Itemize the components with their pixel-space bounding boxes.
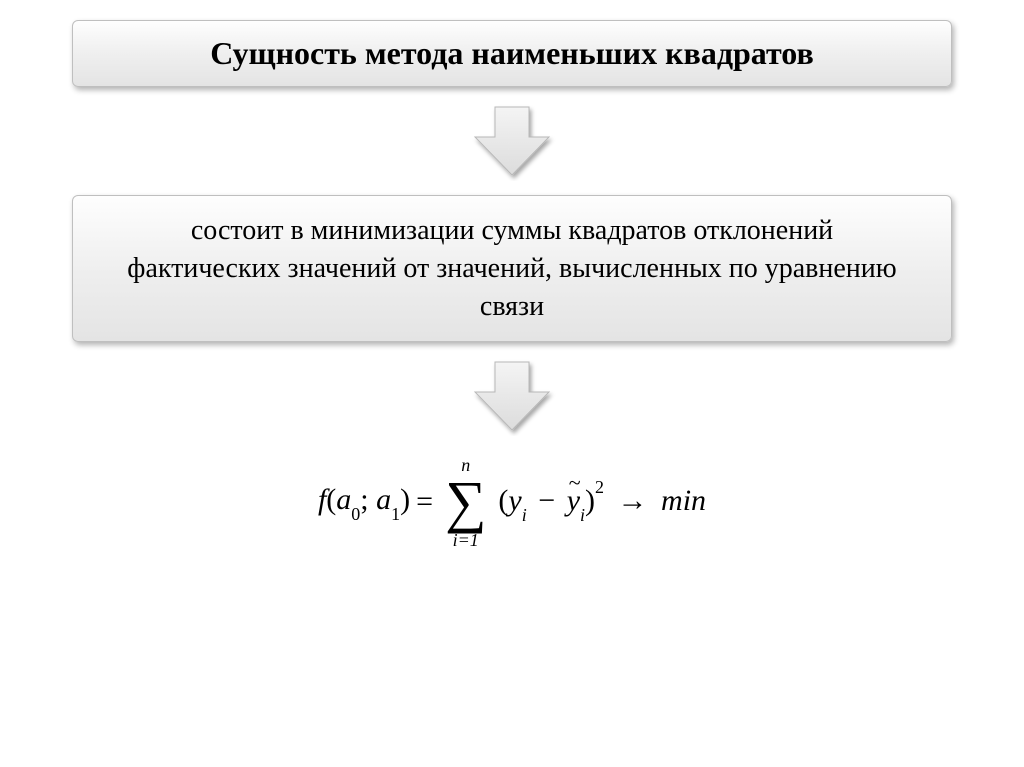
y-var: y — [508, 484, 521, 517]
minus: − — [538, 484, 555, 517]
description-box: состоит в минимизации суммы квадратов от… — [72, 195, 952, 342]
a0-base: a — [336, 483, 351, 516]
paren-close: ) — [585, 484, 595, 517]
sq-power: 2 — [595, 477, 604, 497]
paren-open: ( — [498, 484, 508, 517]
formula-rhs: (yi − yi)2 → min — [498, 483, 706, 522]
y-tilde: y — [567, 484, 580, 518]
title-box: Сущность метода наименьших квадратов — [72, 20, 952, 87]
formula-lhs: f(a0; a1) — [318, 483, 410, 521]
min-label: min — [661, 484, 706, 517]
formula: f(a0; a1) = n ∑ i=1 (yi − yi)2 → min — [318, 456, 706, 548]
arrow-1 — [467, 101, 557, 181]
title-text: Сущность метода наименьших квадратов — [210, 35, 814, 71]
a0-sub: 0 — [351, 504, 360, 524]
description-text: состоит в минимизации суммы квадратов от… — [127, 215, 896, 322]
arrow-to: → — [618, 484, 648, 517]
sigma-symbol: ∑ — [445, 476, 486, 528]
y-sub: i — [522, 505, 527, 525]
down-arrow-icon — [467, 356, 557, 436]
sigma-block: n ∑ i=1 — [445, 456, 486, 548]
a1-base: a — [376, 483, 391, 516]
arrow-2 — [467, 356, 557, 436]
down-arrow-icon — [467, 101, 557, 181]
sigma-lower: i=1 — [453, 531, 479, 549]
equals: = — [416, 485, 433, 519]
a1-sub: 1 — [391, 504, 400, 524]
ytilde-sub: i — [580, 505, 585, 525]
